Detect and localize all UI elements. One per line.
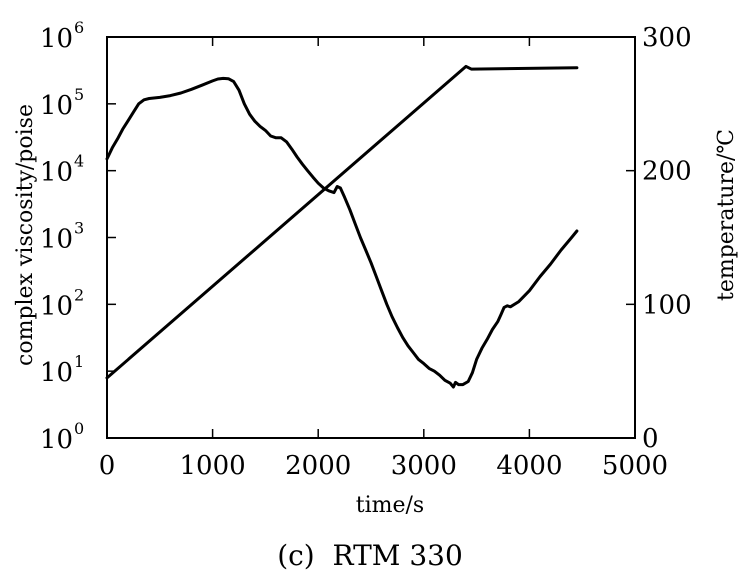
y-left-tick-label: 10 — [40, 358, 73, 388]
x-tick-label: 0 — [99, 451, 116, 481]
y-right-tick-label: 0 — [642, 424, 659, 454]
y-left-tick-label: 10 — [40, 425, 73, 455]
x-axis-label: time/s — [356, 493, 424, 518]
x-tick-label: 5000 — [602, 451, 668, 481]
y-left-tick-exponent: 0 — [74, 419, 84, 438]
y-axis-label-right: temperature/℃ — [714, 129, 739, 301]
x-tick-label: 4000 — [496, 451, 562, 481]
y-left-tick-exponent: 6 — [74, 18, 84, 37]
y-left-tick-label: 10 — [40, 291, 73, 321]
y-left-tick-exponent: 4 — [74, 152, 84, 171]
y-right-tick-label: 200 — [642, 157, 692, 187]
y-right-tick-label: 100 — [642, 290, 692, 320]
temperature-line — [105, 64, 579, 380]
y-right-tick-label: 300 — [642, 23, 692, 53]
chart-caption: (c) RTM 330 — [277, 539, 463, 572]
y-left-tick-exponent: 2 — [74, 285, 84, 304]
y-left-tick-label: 10 — [40, 91, 73, 121]
y-axis-label-left: complex viscosity/poise — [13, 104, 38, 366]
y-left-tick-label: 10 — [40, 225, 73, 255]
y-left-tick-exponent: 1 — [74, 352, 84, 371]
plot-frame — [106, 36, 636, 439]
y-left-tick-label: 10 — [40, 158, 73, 188]
series-layer — [105, 64, 579, 389]
x-tick-label: 2000 — [285, 451, 351, 481]
y-left-tick-label: 10 — [40, 24, 73, 54]
x-tick-label: 1000 — [180, 451, 246, 481]
ticks-layer — [106, 36, 636, 439]
y-left-tick-exponent: 3 — [74, 219, 84, 238]
y-left-tick-exponent: 5 — [74, 85, 84, 104]
x-tick-label: 3000 — [391, 451, 457, 481]
viscosity-line — [105, 76, 579, 389]
